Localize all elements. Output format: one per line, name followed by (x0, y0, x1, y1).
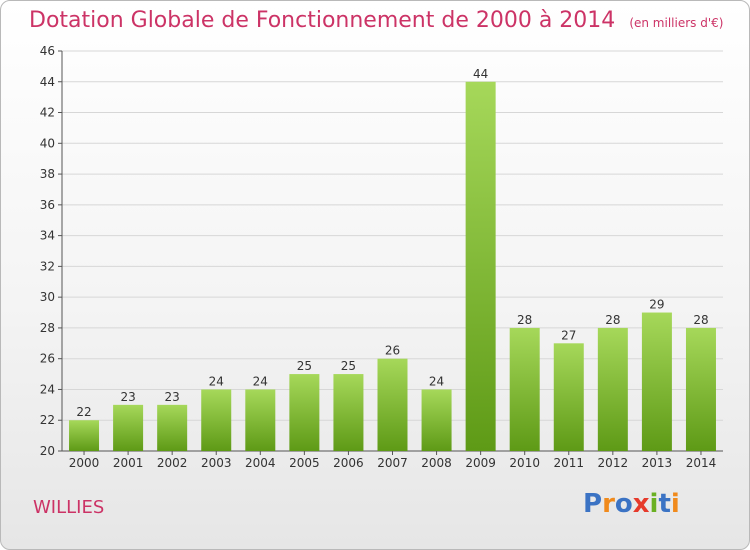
bar (553, 343, 584, 451)
logo-letter: t (658, 489, 671, 519)
logo-letter: P (583, 489, 603, 519)
x-tick-label: 2007 (377, 456, 408, 470)
bar (245, 389, 276, 451)
bar (289, 374, 320, 451)
town-name: WILLIES (33, 497, 105, 518)
y-tick-label: 30 (40, 290, 55, 304)
x-tick-label: 2008 (421, 456, 452, 470)
y-tick-label: 40 (40, 136, 55, 150)
bar (465, 81, 496, 452)
x-tick-label: 2005 (289, 456, 320, 470)
bar (69, 420, 100, 451)
x-tick-label: 2002 (157, 456, 188, 470)
x-tick-label: 2001 (113, 456, 144, 470)
logo-letter: r (602, 489, 615, 519)
bar (597, 327, 628, 451)
x-tick-label: 2006 (333, 456, 364, 470)
data-label: 24 (209, 374, 224, 388)
logo-letter: o (614, 489, 633, 519)
data-label: 25 (341, 359, 356, 373)
data-label: 22 (76, 405, 91, 419)
data-label: 29 (649, 298, 664, 312)
y-tick-label: 24 (40, 382, 55, 396)
y-tick-label: 28 (40, 321, 55, 335)
bar (421, 389, 452, 451)
y-tick-label: 20 (40, 444, 55, 458)
y-tick-label: 32 (40, 259, 55, 273)
x-tick-label: 2012 (598, 456, 629, 470)
data-label: 26 (385, 344, 400, 358)
bar (641, 312, 672, 451)
chart-title: Dotation Globale de Fonctionnement de 20… (29, 8, 723, 33)
data-label: 27 (561, 328, 576, 342)
bar (201, 389, 232, 451)
y-tick-label: 34 (40, 229, 55, 243)
data-label: 23 (120, 390, 135, 404)
y-tick-label: 36 (40, 198, 55, 212)
y-tick-label: 22 (40, 413, 55, 427)
logo-letter: x (632, 489, 650, 519)
unit-note: (en milliers d'€) (629, 16, 724, 30)
bar (509, 327, 540, 451)
bar (333, 374, 364, 451)
x-tick-label: 2011 (553, 456, 584, 470)
bar (157, 404, 188, 451)
x-tick-label: 2009 (465, 456, 496, 470)
proxiti-logo: Proxiti (583, 489, 680, 519)
y-tick-label: 26 (40, 352, 55, 366)
bar (113, 404, 144, 451)
data-label: 23 (165, 390, 180, 404)
logo-letter: i (649, 489, 659, 519)
y-tick-label: 38 (40, 167, 55, 181)
x-tick-label: 2010 (509, 456, 540, 470)
bar (377, 358, 408, 451)
data-label: 28 (517, 313, 532, 327)
y-tick-label: 44 (40, 75, 55, 89)
x-tick-label: 2014 (686, 456, 717, 470)
logo-letter: i (670, 489, 680, 519)
title-text: Dotation Globale de Fonctionnement de 20… (29, 8, 616, 33)
y-tick-label: 46 (40, 44, 55, 58)
bar (685, 327, 716, 451)
x-tick-label: 2003 (201, 456, 232, 470)
data-label: 28 (605, 313, 620, 327)
x-tick-label: 2013 (642, 456, 673, 470)
x-tick-label: 2000 (69, 456, 100, 470)
data-label: 24 (429, 374, 444, 388)
data-label: 24 (253, 374, 268, 388)
y-tick-label: 42 (40, 106, 55, 120)
x-tick-label: 2004 (245, 456, 276, 470)
data-label: 25 (297, 359, 312, 373)
data-label: 44 (473, 67, 488, 81)
data-label: 28 (693, 313, 708, 327)
